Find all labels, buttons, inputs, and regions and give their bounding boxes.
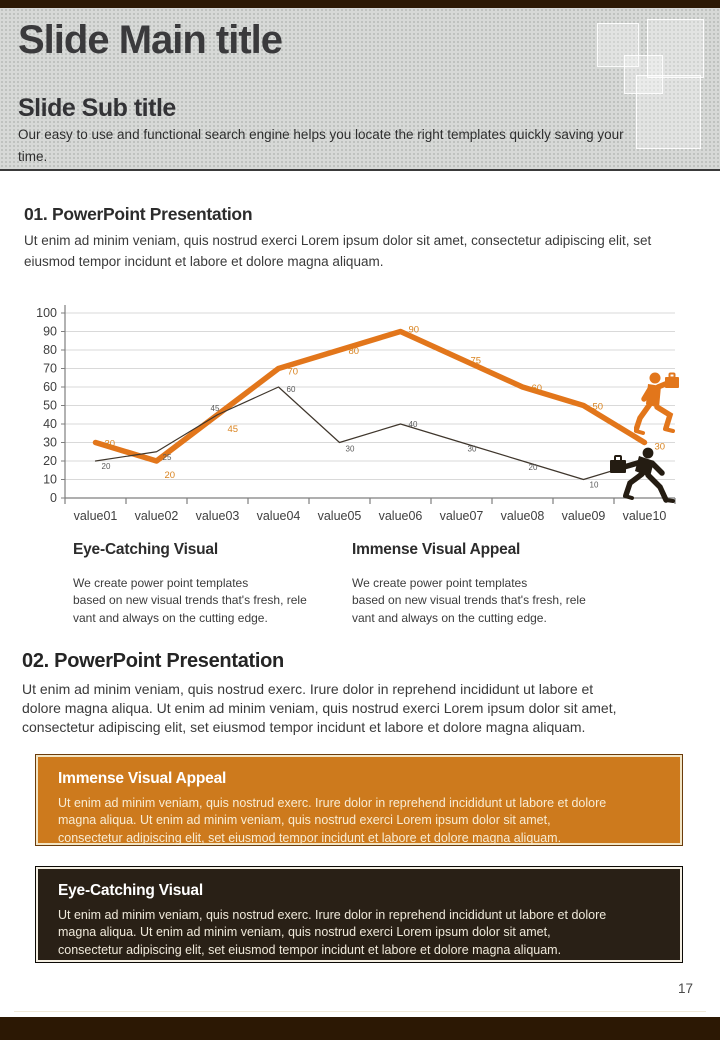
svg-text:value05: value05 bbox=[318, 509, 362, 523]
highlight-box-dark: Eye-Catching Visual Ut enim ad minim ven… bbox=[35, 866, 683, 963]
svg-text:50: 50 bbox=[43, 399, 57, 413]
svg-text:10: 10 bbox=[590, 481, 599, 490]
svg-text:value08: value08 bbox=[501, 509, 545, 523]
svg-text:value06: value06 bbox=[379, 509, 423, 523]
bottom-accent-bar bbox=[0, 1017, 720, 1040]
svg-text:45: 45 bbox=[228, 424, 239, 435]
svg-text:20: 20 bbox=[43, 454, 57, 468]
chart-canvas: 0 10 20 30 40 50 60 70 80 90 100 value01 value02 valu… bbox=[36, 305, 676, 523]
slide-sub-title: Slide Sub title bbox=[18, 94, 176, 122]
header-description: Our easy to use and functional search en… bbox=[18, 127, 624, 164]
svg-text:60: 60 bbox=[532, 383, 543, 394]
decor-square bbox=[624, 55, 663, 94]
svg-text:45: 45 bbox=[211, 404, 220, 413]
highlight-box-title: Immense Visual Appeal bbox=[58, 770, 227, 787]
svg-text:90: 90 bbox=[43, 325, 57, 339]
svg-text:0: 0 bbox=[50, 491, 57, 505]
highlight-box-body: Ut enim ad minim veniam, quis nostrud ex… bbox=[58, 796, 607, 845]
svg-text:20: 20 bbox=[102, 462, 111, 471]
section2-heading: 02. PowerPoint Presentation bbox=[22, 650, 284, 672]
svg-text:value04: value04 bbox=[257, 509, 301, 523]
footer-divider bbox=[14, 1011, 706, 1012]
svg-text:80: 80 bbox=[43, 343, 57, 357]
section1-body: Ut enim ad minim veniam, quis nostrud ex… bbox=[24, 233, 652, 269]
slide-main-title: Slide Main title bbox=[18, 18, 283, 62]
line-chart: 0 10 20 30 40 50 60 70 80 90 100 value01 value02 valu… bbox=[25, 297, 720, 537]
svg-text:80: 80 bbox=[349, 346, 360, 357]
svg-text:60: 60 bbox=[287, 385, 296, 394]
decor-square bbox=[647, 19, 704, 78]
svg-text:value02: value02 bbox=[135, 509, 179, 523]
svg-text:40: 40 bbox=[409, 420, 418, 429]
svg-text:70: 70 bbox=[43, 362, 57, 376]
businessman-climbing-icon bbox=[634, 372, 679, 435]
svg-text:90: 90 bbox=[409, 325, 420, 336]
svg-text:100: 100 bbox=[36, 306, 57, 320]
svg-text:value09: value09 bbox=[562, 509, 606, 523]
svg-text:30: 30 bbox=[105, 439, 116, 450]
svg-text:20: 20 bbox=[165, 470, 176, 481]
section2-body: Ut enim ad minim veniam, quis nostrud ex… bbox=[22, 681, 617, 735]
svg-text:60: 60 bbox=[43, 380, 57, 394]
svg-text:10: 10 bbox=[43, 473, 57, 487]
feature-column-body: We create power point templates based on… bbox=[352, 576, 586, 625]
feature-column-title: Eye-Catching Visual bbox=[73, 541, 218, 558]
svg-text:30: 30 bbox=[43, 436, 57, 450]
businessman-running-icon bbox=[610, 447, 675, 503]
svg-text:value10: value10 bbox=[623, 509, 667, 523]
svg-text:40: 40 bbox=[43, 417, 57, 431]
header: Slide Main title Slide Sub title Our eas… bbox=[0, 8, 720, 171]
svg-text:50: 50 bbox=[593, 402, 604, 413]
svg-text:30: 30 bbox=[468, 445, 477, 454]
highlight-box-body: Ut enim ad minim veniam, quis nostrud ex… bbox=[58, 908, 607, 957]
svg-text:value03: value03 bbox=[196, 509, 240, 523]
decor-square bbox=[636, 75, 701, 149]
highlight-box-orange: Immense Visual Appeal Ut enim ad minim v… bbox=[35, 754, 683, 846]
svg-text:value07: value07 bbox=[440, 509, 484, 523]
page-number: 17 bbox=[677, 981, 693, 996]
feature-column-title: Immense Visual Appeal bbox=[352, 541, 521, 558]
decor-square bbox=[597, 23, 639, 67]
feature-column-left: Eye-Catching Visual We create power poin… bbox=[73, 541, 363, 627]
svg-text:25: 25 bbox=[163, 453, 172, 462]
top-accent-bar bbox=[0, 0, 720, 8]
svg-text:20: 20 bbox=[529, 463, 538, 472]
highlight-box-title: Eye-Catching Visual bbox=[58, 882, 203, 899]
svg-text:70: 70 bbox=[288, 367, 299, 378]
section1-heading: 01. PowerPoint Presentation bbox=[24, 204, 253, 224]
svg-text:75: 75 bbox=[471, 355, 482, 366]
svg-text:value01: value01 bbox=[74, 509, 118, 523]
feature-column-body: We create power point templates based on… bbox=[73, 576, 307, 625]
feature-column-right: Immense Visual Appeal We create power po… bbox=[352, 541, 642, 627]
svg-text:30: 30 bbox=[655, 442, 666, 453]
svg-text:30: 30 bbox=[346, 445, 355, 454]
